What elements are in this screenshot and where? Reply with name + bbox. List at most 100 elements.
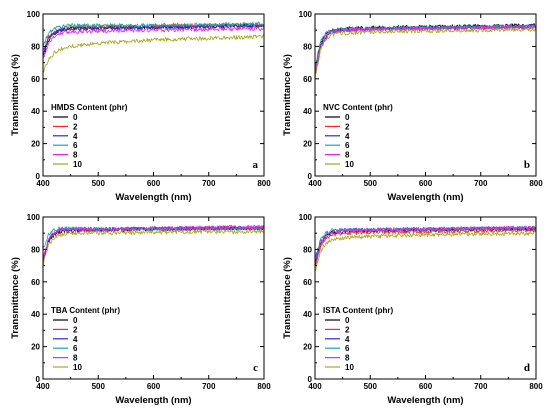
legend-entry-0: 0	[345, 113, 350, 122]
x-tick-label: 600	[419, 179, 433, 188]
y-tick-label: 100	[299, 10, 313, 19]
series-line-0	[42, 226, 265, 262]
series-line-8	[42, 26, 265, 59]
x-tick-label: 800	[257, 382, 271, 391]
series-lines	[42, 224, 265, 266]
x-tick-label: 400	[36, 179, 50, 188]
legend-entry-0: 0	[73, 316, 78, 325]
series-lines	[314, 225, 537, 272]
series-line-8	[314, 225, 537, 265]
series-line-10	[42, 34, 265, 73]
series-line-4	[42, 225, 265, 263]
legend-entry-6: 6	[345, 141, 350, 150]
legend-entry-2: 2	[73, 122, 78, 131]
series-lines	[314, 23, 537, 81]
y-tick-label: 40	[31, 310, 40, 319]
y-tick-label: 100	[299, 213, 313, 222]
legend-entry-10: 10	[73, 363, 82, 372]
legend-entry-2: 2	[345, 122, 350, 131]
y-tick-label: 0	[308, 172, 313, 181]
series-lines	[42, 21, 265, 73]
legend-title: HMDS Content (phr)	[51, 103, 128, 112]
series-line-2	[314, 24, 537, 75]
y-tick-label: 60	[31, 75, 40, 84]
legend-entry-0: 0	[73, 113, 78, 122]
x-axis-label: Wavelength (nm)	[115, 192, 191, 203]
x-tick-label: 600	[147, 179, 161, 188]
x-tick-label: 700	[474, 179, 488, 188]
panel-letter: a	[253, 159, 259, 171]
legend-entry-4: 4	[73, 132, 78, 141]
legend-entry-10: 10	[73, 160, 82, 169]
series-line-6	[314, 24, 537, 70]
legend-entry-10: 10	[345, 363, 354, 372]
series-line-4	[314, 23, 537, 78]
series-line-6	[314, 226, 537, 258]
y-tick-label: 80	[31, 42, 40, 51]
series-line-10	[42, 229, 265, 266]
y-axis-label: Transmittance (%)	[10, 54, 21, 136]
legend-entry-2: 2	[345, 325, 350, 334]
x-tick-label: 500	[364, 382, 378, 391]
series-line-10	[314, 231, 537, 272]
x-tick-label: 600	[147, 382, 161, 391]
x-tick-label: 500	[364, 179, 378, 188]
x-axis-label: Wavelength (nm)	[387, 395, 463, 406]
y-tick-label: 0	[36, 375, 41, 384]
x-tick-label: 400	[36, 382, 50, 391]
series-line-4	[42, 24, 265, 55]
y-tick-label: 20	[303, 343, 312, 352]
y-tick-label: 20	[31, 343, 40, 352]
y-tick-label: 80	[303, 245, 312, 254]
x-tick-label: 800	[257, 179, 271, 188]
x-tick-label: 700	[202, 382, 216, 391]
y-tick-label: 80	[31, 245, 40, 254]
x-axis-label: Wavelength (nm)	[115, 395, 191, 406]
x-tick-label: 400	[308, 179, 322, 188]
y-tick-label: 40	[31, 107, 40, 116]
legend-entry-2: 2	[73, 325, 78, 334]
series-line-10	[314, 27, 537, 81]
y-tick-label: 100	[27, 10, 41, 19]
series-line-8	[314, 24, 537, 76]
series-line-8	[42, 224, 265, 260]
panel-letter: c	[253, 362, 258, 374]
x-axis-label: Wavelength (nm)	[387, 192, 463, 203]
x-tick-label: 500	[92, 382, 106, 391]
legend-entry-4: 4	[345, 335, 350, 344]
legend-entry-6: 6	[73, 141, 78, 150]
y-tick-label: 80	[303, 42, 312, 51]
x-tick-label: 800	[529, 179, 543, 188]
y-axis-label: Transmittance (%)	[282, 257, 293, 339]
y-tick-label: 60	[303, 75, 312, 84]
y-axis-label: Transmittance (%)	[282, 54, 293, 136]
legend-entry-10: 10	[345, 160, 354, 169]
legend-entry-8: 8	[73, 151, 78, 160]
y-tick-label: 0	[308, 375, 313, 384]
legend-entry-8: 8	[345, 354, 350, 363]
x-tick-label: 400	[308, 382, 322, 391]
panel-letter: b	[524, 159, 530, 171]
y-tick-label: 20	[303, 140, 312, 149]
x-tick-label: 600	[419, 382, 433, 391]
panel-letter: d	[524, 362, 530, 374]
series-line-6	[42, 21, 265, 47]
x-tick-label: 800	[529, 382, 543, 391]
legend-entry-6: 6	[73, 344, 78, 353]
legend-entry-4: 4	[73, 335, 78, 344]
y-tick-label: 40	[303, 107, 312, 116]
legend-entry-6: 6	[345, 344, 350, 353]
legend-title: ISTA Content (phr)	[323, 306, 394, 315]
y-tick-label: 100	[27, 213, 41, 222]
y-tick-label: 60	[303, 278, 312, 287]
legend-title: NVC Content (phr)	[323, 103, 393, 112]
y-tick-label: 40	[303, 310, 312, 319]
legend-title: TBA Content (phr)	[51, 306, 120, 315]
legend-entry-8: 8	[345, 151, 350, 160]
